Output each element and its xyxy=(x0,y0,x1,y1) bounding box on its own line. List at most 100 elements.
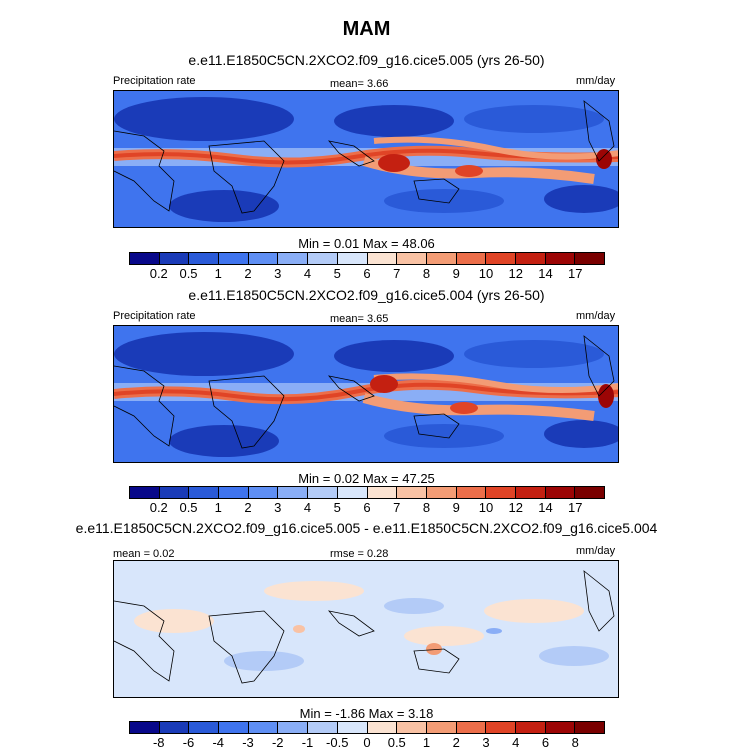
colorbar-tick-label: 17 xyxy=(568,500,583,515)
panel-3-colorbar-ticks: -8 -6 -4 -3 -2 -1 -0.5 0 0.5 1 2 3 4 6 8 xyxy=(129,735,605,751)
colorbar-tick-label: -4 xyxy=(212,735,225,750)
colorbar-swatch xyxy=(248,722,279,733)
panel-2-mean-label: mean= 3.65 xyxy=(330,313,389,325)
colorbar-swatch xyxy=(545,722,576,733)
colorbar-tick-label: -1 xyxy=(301,735,314,750)
colorbar-tick-label: 3 xyxy=(482,735,490,750)
colorbar-swatch xyxy=(426,253,457,264)
colorbar-swatch xyxy=(308,722,338,733)
panel-2-variable-label: Precipitation rate xyxy=(113,310,196,322)
panel-1-colorbar xyxy=(129,252,605,265)
colorbar-swatch xyxy=(545,487,576,498)
colorbar-swatch xyxy=(486,722,516,733)
panel-3-colorbar xyxy=(129,721,605,734)
colorbar-swatch xyxy=(486,253,516,264)
colorbar-swatch xyxy=(159,253,190,264)
colorbar-swatch xyxy=(397,487,427,498)
colorbar-swatch xyxy=(515,253,546,264)
colorbar-tick-label: 0.2 xyxy=(149,266,168,281)
colorbar-swatch xyxy=(130,253,160,264)
panel-1-min-max: Min = 0.01 Max = 48.06 xyxy=(298,236,435,251)
colorbar-swatch xyxy=(308,487,338,498)
colorbar-tick-label: -2 xyxy=(271,735,284,750)
colorbar-tick-label: 0 xyxy=(363,735,371,750)
colorbar-tick-label: 9 xyxy=(452,500,460,515)
colorbar-swatch xyxy=(159,722,190,733)
colorbar-swatch xyxy=(456,487,487,498)
colorbar-swatch xyxy=(219,253,249,264)
colorbar-tick-label: 2 xyxy=(244,500,252,515)
colorbar-swatch xyxy=(397,253,427,264)
colorbar-tick-label: -3 xyxy=(242,735,254,750)
colorbar-swatch xyxy=(545,253,576,264)
colorbar-tick-label: 17 xyxy=(568,266,583,281)
colorbar-swatch xyxy=(278,253,309,264)
colorbar-tick-label: 0.2 xyxy=(149,500,168,515)
colorbar-tick-label: 5 xyxy=(333,266,341,281)
colorbar-tick-label: -0.5 xyxy=(326,735,349,750)
colorbar-tick-label: 3 xyxy=(274,500,282,515)
colorbar-swatch xyxy=(515,487,546,498)
colorbar-swatch xyxy=(456,253,487,264)
colorbar-tick-label: 4 xyxy=(303,500,312,515)
colorbar-swatch xyxy=(248,253,279,264)
panel-1-mean-label: mean= 3.66 xyxy=(330,78,389,90)
panel-2-min-max: Min = 0.02 Max = 47.25 xyxy=(298,471,435,486)
colorbar-swatch xyxy=(159,487,190,498)
colorbar-tick-label: 2 xyxy=(452,735,460,750)
colorbar-swatch xyxy=(219,487,249,498)
colorbar-tick-label: 6 xyxy=(363,266,371,281)
panel-3-units-label: mm/day xyxy=(576,545,616,557)
colorbar-tick-label: -8 xyxy=(152,735,165,750)
colorbar-tick-label: 8 xyxy=(422,266,431,281)
colorbar-tick-label: 7 xyxy=(393,266,401,281)
colorbar-swatch xyxy=(278,487,309,498)
colorbar-swatch xyxy=(426,487,457,498)
colorbar-swatch xyxy=(575,722,604,733)
colorbar-tick-label: 10 xyxy=(478,500,494,515)
colorbar-swatch xyxy=(130,487,160,498)
panel-2-map xyxy=(113,325,619,463)
colorbar-tick-label: 0.5 xyxy=(179,266,198,281)
colorbar-tick-label: 2 xyxy=(244,266,252,281)
colorbar-swatch xyxy=(337,722,368,733)
panel-1-map xyxy=(113,90,619,228)
colorbar-tick-label: 6 xyxy=(363,500,371,515)
panel-3-rmse-label: rmse = 0.28 xyxy=(330,548,389,560)
colorbar-tick-label: 9 xyxy=(452,266,460,281)
panel-1-variable-label: Precipitation rate xyxy=(113,75,196,87)
colorbar-tick-label: 4 xyxy=(303,266,312,281)
panel-3-min-max: Min = -1.86 Max = 3.18 xyxy=(299,706,434,721)
panel-3-mean-label: mean = 0.02 xyxy=(113,548,175,560)
colorbar-tick-label: 14 xyxy=(538,500,553,515)
colorbar-tick-label: 7 xyxy=(393,500,401,515)
colorbar-swatch xyxy=(367,487,398,498)
colorbar-swatch xyxy=(367,253,398,264)
panel-2-colorbar-ticks: 0.2 0.5 1 2 3 4 5 6 7 8 9 10 12 14 17 xyxy=(129,500,605,516)
colorbar-swatch xyxy=(219,722,249,733)
colorbar-tick-label: -6 xyxy=(182,735,195,750)
panel-1-units-label: mm/day xyxy=(576,75,616,87)
colorbar-tick-label: 4 xyxy=(512,735,520,750)
colorbar-swatch xyxy=(456,722,487,733)
colorbar-tick-label: 0.5 xyxy=(387,735,406,750)
colorbar-tick-label: 1 xyxy=(422,735,431,750)
colorbar-tick-label: 6 xyxy=(541,735,550,750)
colorbar-swatch xyxy=(248,487,279,498)
colorbar-tick-label: 12 xyxy=(508,266,523,281)
colorbar-swatch xyxy=(308,253,338,264)
panel-3-case-title: e.e11.E1850C5CN.2XCO2.f09_g16.cice5.005 … xyxy=(75,520,658,536)
colorbar-swatch xyxy=(486,487,516,498)
colorbar-tick-label: 1 xyxy=(214,500,222,515)
colorbar-tick-label: 0.5 xyxy=(179,500,198,515)
colorbar-swatch xyxy=(189,722,220,733)
figure-title: MAM xyxy=(342,18,391,40)
colorbar-swatch xyxy=(426,722,457,733)
colorbar-tick-label: 8 xyxy=(571,735,579,750)
colorbar-swatch xyxy=(130,722,160,733)
colorbar-swatch xyxy=(575,487,604,498)
panel-1-colorbar-ticks: 0.2 0.5 1 2 3 4 5 6 7 8 9 10 12 14 17 xyxy=(129,266,605,282)
panel-2-case-title: e.e11.E1850C5CN.2XCO2.f09_g16.cice5.004 … xyxy=(188,287,545,303)
colorbar-tick-label: 5 xyxy=(333,500,341,515)
colorbar-swatch xyxy=(337,487,368,498)
